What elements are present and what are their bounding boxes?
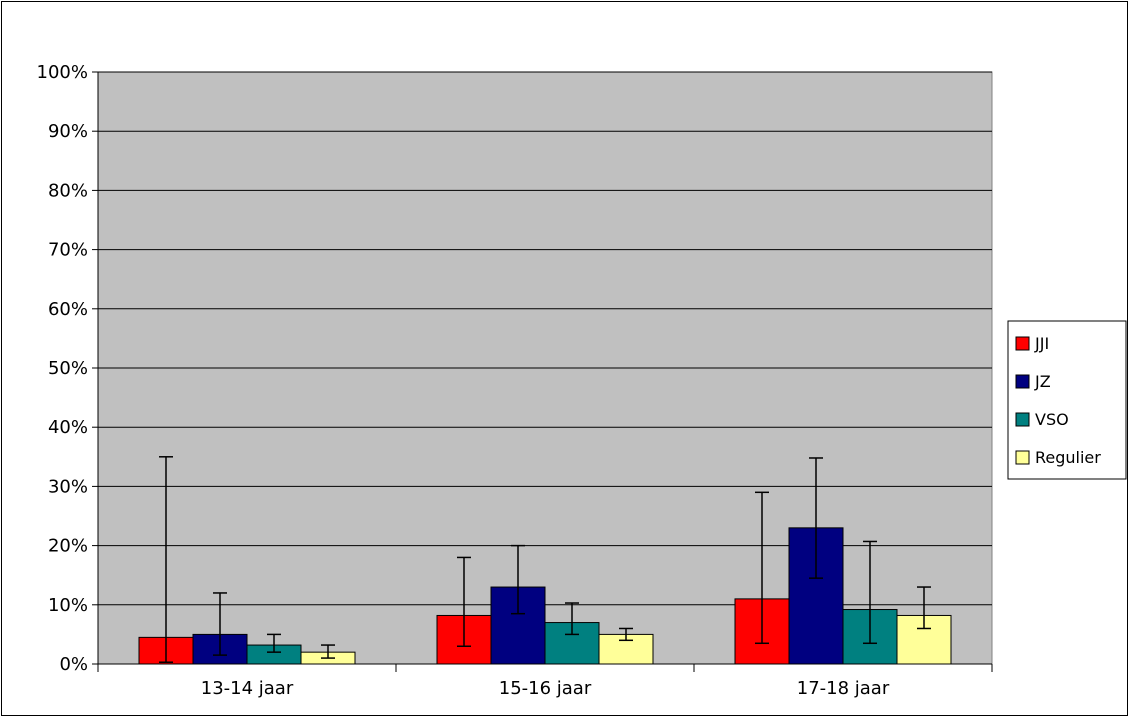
y-axis: 0% 10% 20% 30% 40% 50% 60% 70% 80% 90% 100%: [37, 62, 99, 675]
x-tick-label: 17-18 jaar: [797, 678, 890, 699]
y-tick-label: 90%: [48, 121, 88, 142]
legend-label-jji: JJI: [1034, 334, 1049, 353]
y-tick-label: 50%: [48, 358, 88, 379]
error-bars: [159, 456, 931, 663]
legend-label-regulier: Regulier: [1035, 448, 1101, 467]
y-tick-label: 80%: [48, 180, 88, 201]
x-tick-label: 15-16 jaar: [499, 678, 592, 699]
y-tick-label: 100%: [37, 62, 88, 83]
x-tick-label: 13-14 jaar: [201, 678, 294, 699]
legend-swatch-vso: [1015, 412, 1030, 427]
legend: JJI JZ VSO Regulier: [1007, 320, 1127, 480]
y-tick-label: 10%: [48, 595, 88, 616]
legend-label-jz: JZ: [1034, 372, 1051, 391]
legend-label-vso: VSO: [1035, 410, 1069, 429]
y-tick-label: 60%: [48, 299, 88, 320]
legend-swatch-jz: [1015, 374, 1030, 389]
y-tick-label: 40%: [48, 417, 88, 438]
y-tick-label: 30%: [48, 476, 88, 497]
legend-swatch-regulier: [1015, 450, 1030, 465]
legend-swatch-jji: [1015, 336, 1030, 351]
y-tick-label: 70%: [48, 240, 88, 261]
x-axis: 13-14 jaar 15-16 jaar 17-18 jaar: [97, 663, 993, 699]
y-tick-label: 0%: [59, 654, 88, 675]
y-tick-label: 20%: [48, 536, 88, 557]
